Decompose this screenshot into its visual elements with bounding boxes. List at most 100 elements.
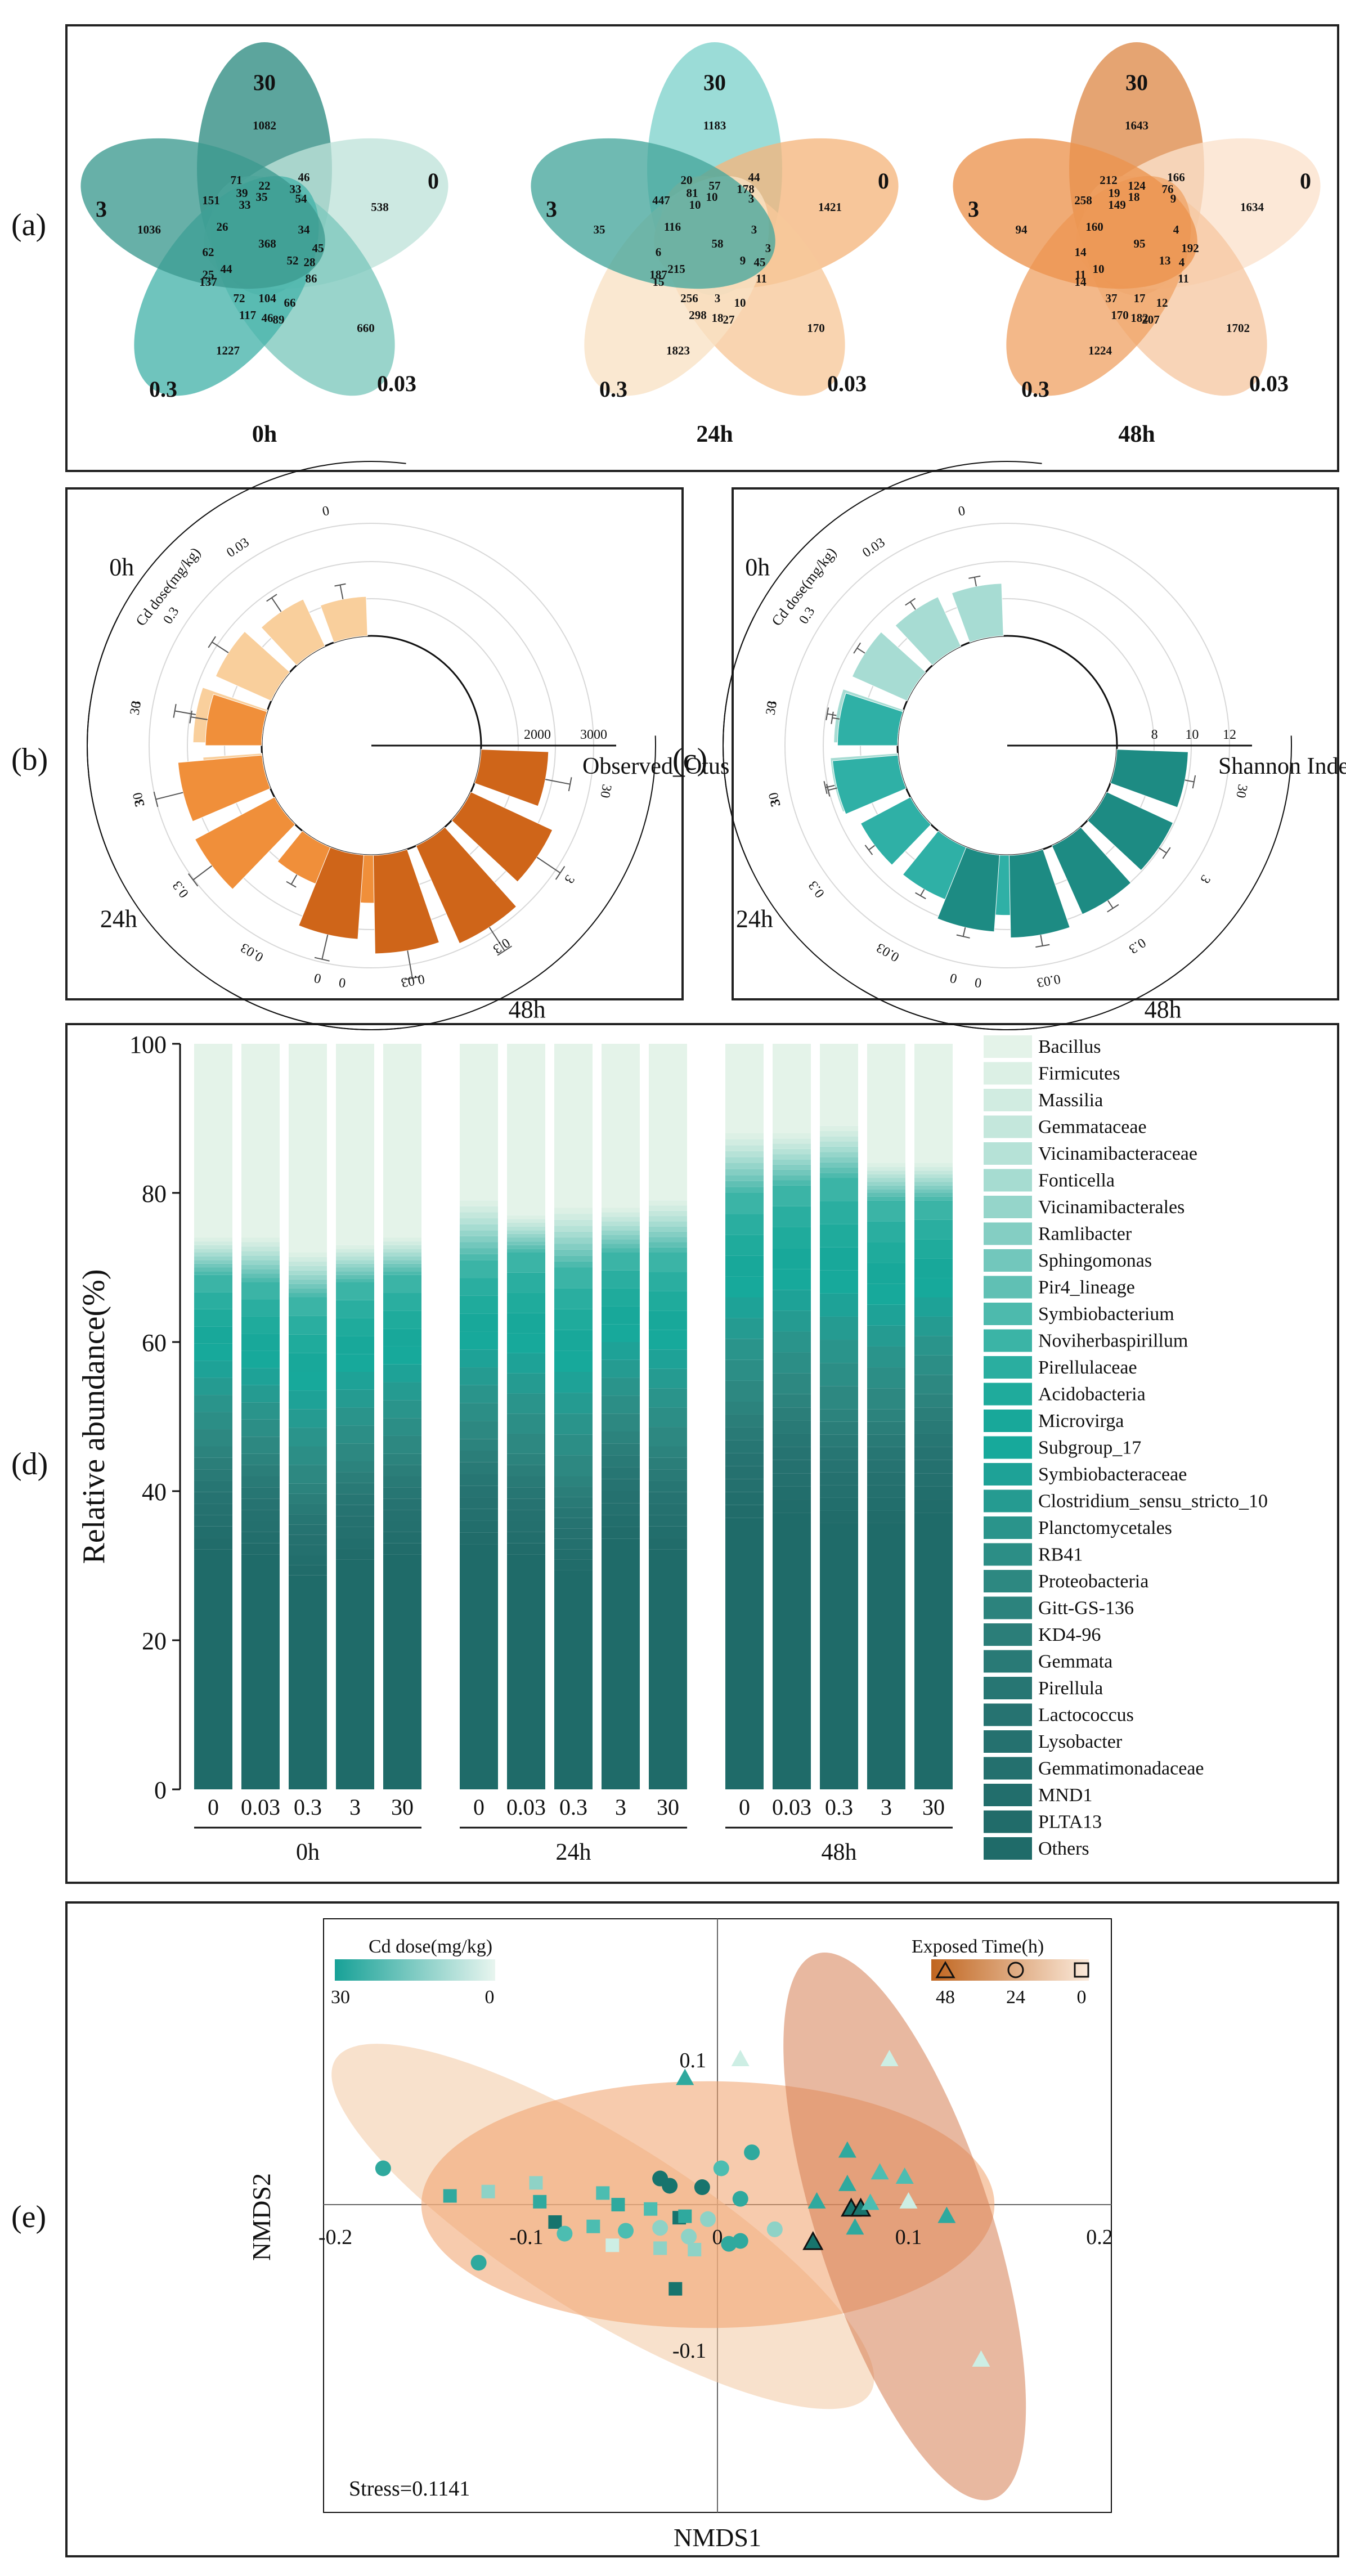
stacked-segment xyxy=(289,1334,327,1353)
venn-count: 14 xyxy=(1075,275,1087,289)
stacked-segment xyxy=(867,1170,905,1174)
point-square xyxy=(548,2215,562,2229)
radial-dose-label: 0 xyxy=(949,970,959,986)
stacked-segment xyxy=(383,1293,421,1311)
stacked-segment xyxy=(725,1175,764,1181)
radial-dose-label: 0.03 xyxy=(874,940,901,964)
stacked-segment xyxy=(460,1218,498,1224)
stacked-segment xyxy=(289,1545,327,1555)
stacked-segment xyxy=(289,1253,327,1257)
point-circle xyxy=(732,2233,748,2249)
stacked-segment xyxy=(725,1276,764,1298)
stacked-segment xyxy=(914,1447,953,1460)
venn-set-label: 0.03 xyxy=(377,371,416,396)
stacked-segment xyxy=(773,1500,811,1513)
radial-error-bar xyxy=(1185,779,1195,783)
legend-swatch xyxy=(984,1489,1032,1513)
stacked-segment xyxy=(507,1554,545,1789)
radial-chart-shannon: 8 10 123030.30.0300h00.030.333024h3030.30.… xyxy=(723,461,1346,1030)
stacked-segment xyxy=(820,1224,858,1247)
legend-label: Noviherbaspirillum xyxy=(1038,1331,1188,1352)
stacked-segment xyxy=(194,1526,232,1538)
radial-dose-label: 30 xyxy=(766,791,784,807)
stacked-segment xyxy=(241,1510,280,1521)
stacked-segment xyxy=(820,1409,858,1422)
stacked-segment xyxy=(867,1421,905,1435)
stacked-segment xyxy=(914,1185,953,1190)
stacked-segment xyxy=(914,1316,953,1336)
stacked-segment xyxy=(289,1261,327,1266)
venn-count: 95 xyxy=(1134,237,1146,250)
radial-bar xyxy=(895,596,962,666)
radial-error-bar xyxy=(856,647,865,654)
x-tick-label: 0.03 xyxy=(241,1794,280,1820)
venn-count: 258 xyxy=(1074,194,1092,207)
venn-count: 116 xyxy=(664,220,681,234)
legend-label: Firmicutes xyxy=(1038,1063,1120,1084)
radial-error-cap xyxy=(189,710,192,724)
venn-count: 52 xyxy=(287,254,299,267)
legend-label: Gemmataceae xyxy=(1038,1117,1147,1138)
stacked-segment xyxy=(820,1157,858,1163)
radial-bar xyxy=(177,755,271,822)
venn-count: 19 xyxy=(1109,186,1120,200)
stacked-segment xyxy=(602,1359,640,1378)
stacked-segment xyxy=(241,1044,280,1238)
stacked-segment xyxy=(383,1267,421,1272)
radial-error-cap xyxy=(825,784,831,797)
radial-error-cap xyxy=(568,777,572,792)
stacked-segment xyxy=(914,1297,953,1317)
venn-count: 26 xyxy=(217,220,228,234)
stacked-segment xyxy=(383,1241,421,1245)
stacked-segment xyxy=(725,1235,764,1256)
venn-count: 212 xyxy=(1100,173,1118,187)
stacked-segment xyxy=(867,1221,905,1242)
stacked-segment xyxy=(602,1324,640,1342)
stacked-segment xyxy=(336,1249,374,1253)
radial-bar xyxy=(320,596,368,643)
venn-count: 46 xyxy=(262,311,273,325)
x-tick-label: 0 xyxy=(473,1794,484,1820)
y-tick-label: 40 xyxy=(142,1478,167,1506)
stacked-segment xyxy=(602,1235,640,1240)
radial-time-label: 0h xyxy=(109,554,134,581)
stacked-segment xyxy=(725,1133,764,1139)
stacked-segment xyxy=(460,1497,498,1509)
legend-label: Vicinamibacteraceae xyxy=(1038,1143,1197,1164)
legend-swatch xyxy=(984,1303,1032,1325)
stacked-segment xyxy=(649,1226,687,1232)
panel-label-c: (c) xyxy=(672,742,707,777)
venn-count: 178 xyxy=(737,182,755,196)
stacked-segment xyxy=(820,1316,858,1340)
stacked-segment xyxy=(649,1291,687,1311)
stacked-segment xyxy=(507,1393,545,1414)
stacked-segment xyxy=(507,1465,545,1477)
stacked-segment xyxy=(241,1543,280,1555)
stacked-segment xyxy=(383,1487,421,1499)
stacked-segment xyxy=(867,1523,905,1789)
radial-dose-label: 0.3 xyxy=(1126,935,1148,957)
legend-label: Bacillus xyxy=(1038,1036,1101,1057)
legend-label: Pir4_lineage xyxy=(1038,1277,1135,1298)
stacked-segment xyxy=(241,1402,280,1420)
legend-time-value: 0 xyxy=(1077,1987,1087,2008)
radial-dose-label: 0.03 xyxy=(860,535,887,560)
radial-dose-label: 0.3 xyxy=(806,878,828,900)
legend-swatch xyxy=(984,1837,1032,1860)
stacked-segment xyxy=(554,1261,593,1268)
stacked-bar-chart: 0 20 40 60 80 100 Relative abundance(%) 0 0.03 0.… xyxy=(77,1031,1268,1865)
stacked-segment xyxy=(336,1044,374,1245)
venn-count: 1227 xyxy=(216,344,240,357)
venn-count: 215 xyxy=(667,262,685,276)
stacked-segment xyxy=(914,1355,953,1375)
stacked-segment xyxy=(867,1283,905,1305)
radial-error-bar xyxy=(1040,935,1043,946)
stacked-segment xyxy=(725,1181,764,1187)
stacked-segment xyxy=(602,1306,640,1325)
legend-label: Gemmata xyxy=(1038,1651,1112,1672)
radial-error-bar xyxy=(339,585,344,600)
venn-count: 20 xyxy=(681,173,693,187)
stacked-segment xyxy=(289,1575,327,1789)
radial-error-cap xyxy=(968,575,981,579)
stacked-segment xyxy=(773,1169,811,1175)
